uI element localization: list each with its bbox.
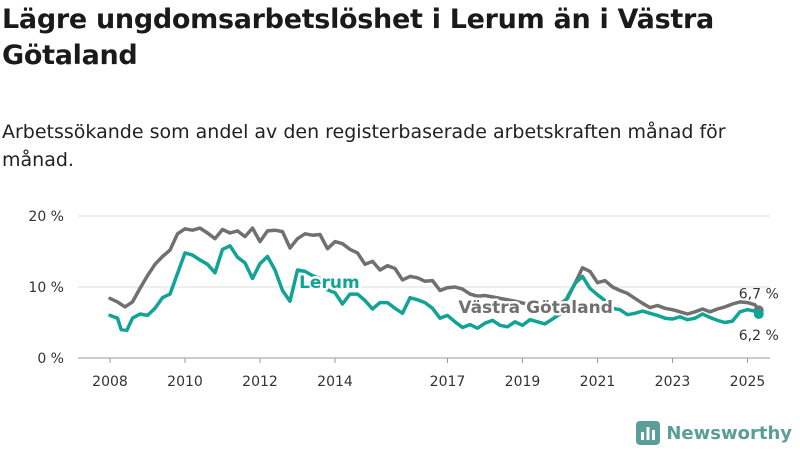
axis-layer: 0 % 10 % 20 % 2008 2010 2012 2014 2017 2019 2021 2… <box>28 209 765 390</box>
bar-chart-logo-icon <box>636 421 661 445</box>
x-tick-label: 2014 <box>317 374 353 390</box>
x-tick-label: 2019 <box>505 374 541 390</box>
y-tick-label: 0 % <box>37 351 64 367</box>
series-layer <box>108 226 764 333</box>
series-line-västra-götaland <box>108 226 761 316</box>
series-annotation: Västra Götaland <box>458 298 613 318</box>
x-tick-label: 2012 <box>242 374 278 390</box>
x-tick-label: 2008 <box>92 374 128 390</box>
x-tick-label: 2023 <box>655 374 691 390</box>
label-layer: Lerum Västra Götaland 6,7 % 6,2 % <box>297 271 779 344</box>
chart-title: Lägre ungdomsarbetslöshet i Lerum än i V… <box>2 4 714 71</box>
y-tick-label: 20 % <box>28 209 64 225</box>
chart-subtitle: Arbetssökande som andel av den registerb… <box>2 121 726 171</box>
x-tick-label: 2017 <box>430 374 466 390</box>
brand-name: Newsworthy <box>666 422 792 444</box>
x-tick-label: 2010 <box>167 374 203 390</box>
end-value-label: 6,7 % <box>739 286 779 302</box>
y-tick-label: 10 % <box>28 280 64 296</box>
x-tick-label: 2021 <box>580 374 616 390</box>
series-endpoint-lerum <box>753 308 764 319</box>
series-annotation: Lerum <box>299 273 360 293</box>
series-line-lerum <box>108 244 761 333</box>
x-tick-label: 2025 <box>730 374 766 390</box>
line-chart: 0 % 10 % 20 % 2008 2010 2012 2014 2017 2019 2021 2… <box>28 209 779 390</box>
newsworthy-brand[interactable]: Newsworthy <box>636 419 792 447</box>
end-value-label: 6,2 % <box>739 328 779 344</box>
grid-layer <box>78 215 770 359</box>
